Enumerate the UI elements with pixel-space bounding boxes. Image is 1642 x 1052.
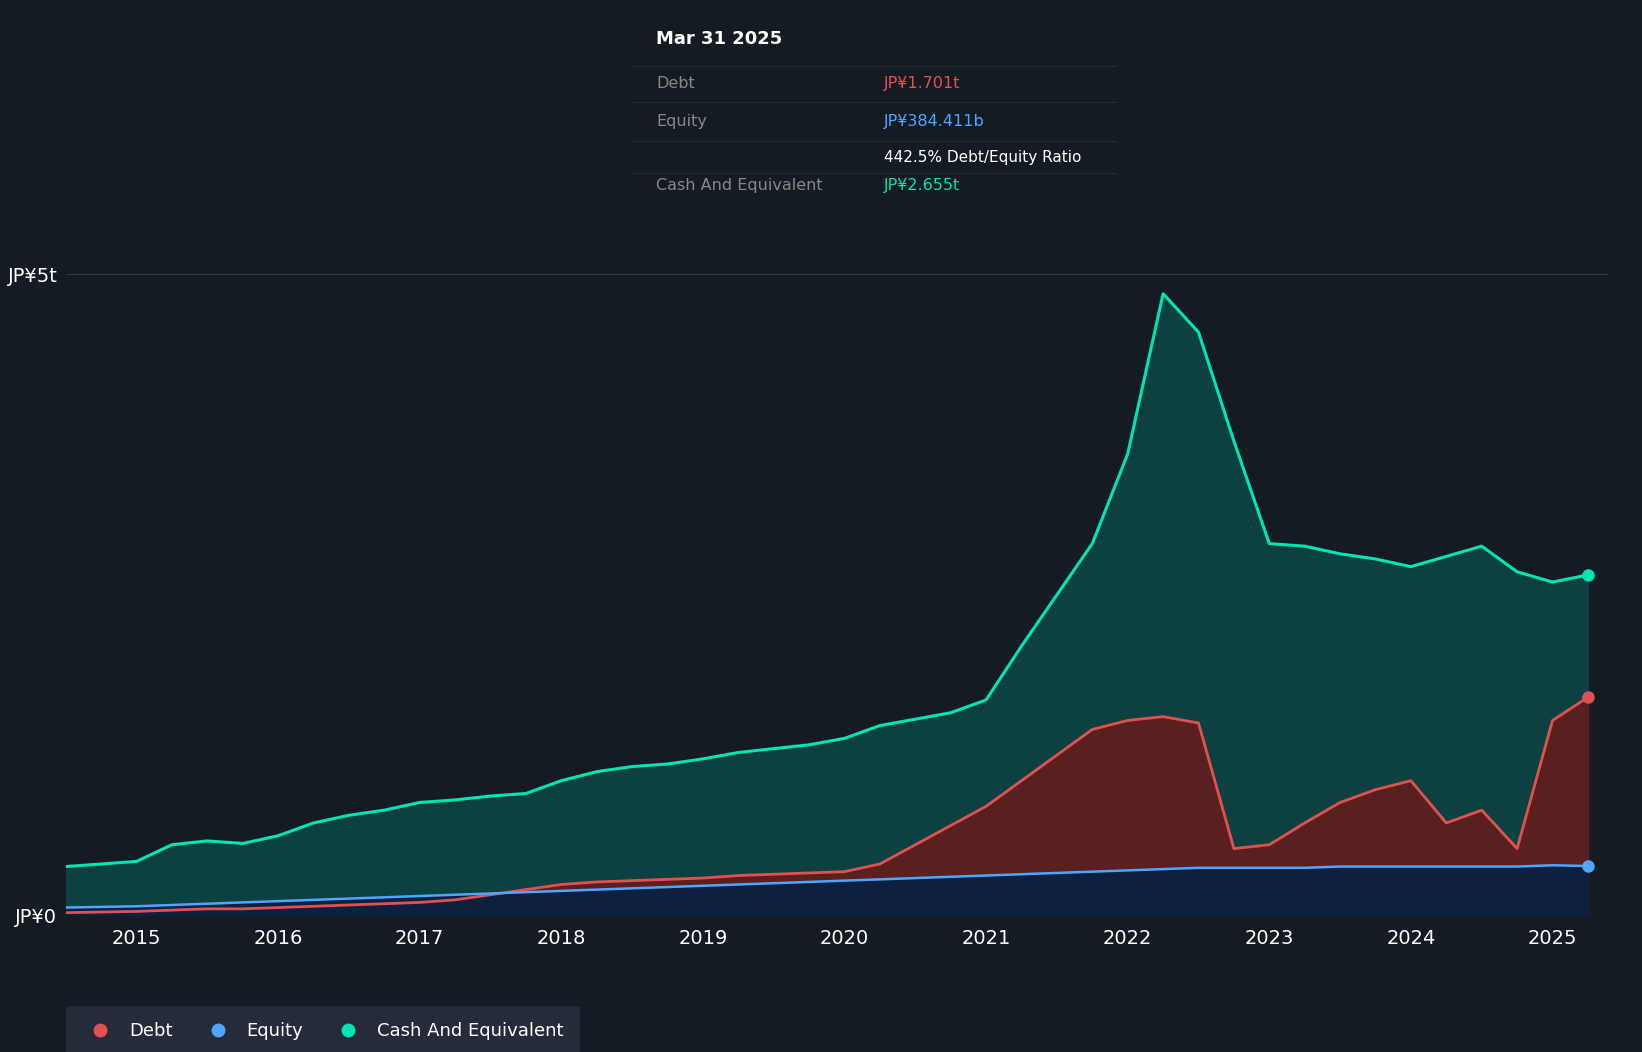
Text: Cash And Equivalent: Cash And Equivalent [657,178,823,194]
Text: Debt: Debt [657,76,695,92]
Legend: Debt, Equity, Cash And Equivalent: Debt, Equity, Cash And Equivalent [66,1006,580,1052]
Text: JP¥2.655t: JP¥2.655t [883,178,961,194]
Text: 442.5% Debt/Equity Ratio: 442.5% Debt/Equity Ratio [883,149,1082,164]
Text: JP¥1.701t: JP¥1.701t [883,76,961,92]
Text: Equity: Equity [657,114,708,128]
Text: Mar 31 2025: Mar 31 2025 [657,31,783,48]
Text: JP¥384.411b: JP¥384.411b [883,114,985,128]
